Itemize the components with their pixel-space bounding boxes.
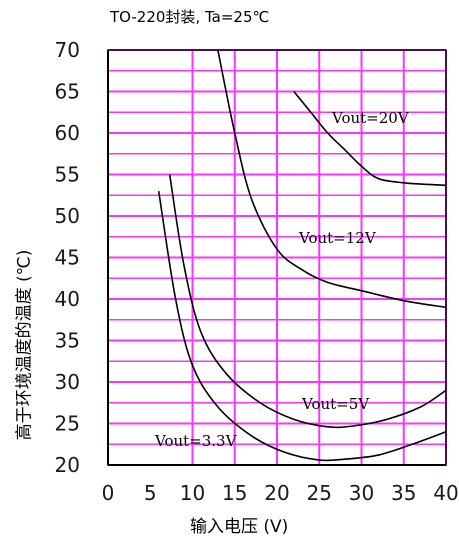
y-tick-label: 40 (55, 287, 80, 311)
y-tick-label: 30 (55, 370, 80, 394)
y-tick-label: 65 (55, 80, 80, 104)
x-tick-label: 25 (307, 481, 332, 505)
x-tick-label: 0 (102, 481, 115, 505)
x-tick-label: 5 (144, 481, 157, 505)
x-tick-label: 40 (433, 481, 458, 505)
y-tick-label: 55 (55, 163, 80, 187)
y-tick-label: 25 (55, 412, 80, 436)
series-label-3: Vout=5V (301, 395, 370, 413)
series-label-2: Vout=12V (298, 229, 377, 247)
y-axis-label: 高于环境温度的温度 (℃) (14, 249, 35, 441)
y-tick-label: 45 (55, 246, 80, 270)
y-tick-label: 70 (55, 38, 80, 62)
x-tick-label: 15 (222, 481, 247, 505)
series-line-3 (168, 174, 447, 429)
series-label-1: Vout=20V (331, 109, 410, 127)
series-line-4 (157, 190, 447, 462)
x-axis-label: 输入电压 (V) (190, 517, 289, 537)
x-tick-label: 30 (349, 481, 374, 505)
series-label-4: Vout=3.3V (154, 432, 238, 450)
series-line-1 (293, 90, 447, 187)
series-line-2 (217, 49, 447, 309)
chart-title: TO-220封装, Ta=25℃ (110, 8, 270, 26)
y-tick-label: 35 (55, 329, 80, 353)
y-tick-label: 20 (55, 453, 80, 477)
x-tick-label: 35 (391, 481, 416, 505)
x-tick-label: 20 (264, 481, 289, 505)
y-tick-label: 60 (55, 121, 80, 145)
y-tick-label: 50 (55, 204, 80, 228)
x-tick-label: 10 (180, 481, 205, 505)
